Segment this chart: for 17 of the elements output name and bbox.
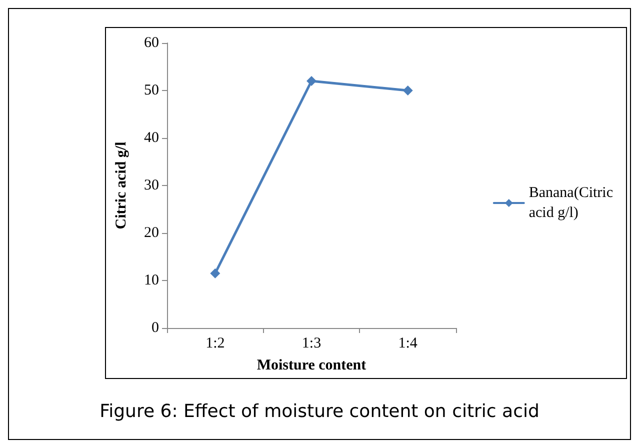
caption: Figure 6: Effect of moisture content on citric acid: [98, 401, 540, 422]
y-tick-label: 30: [144, 178, 159, 194]
y-tick-label: 50: [144, 82, 159, 98]
y-tick-label: 40: [144, 130, 159, 146]
y-tick-label: 0: [152, 320, 159, 336]
x-axis-title: Moisture content: [256, 358, 366, 374]
x-tick-label: 1:3: [302, 336, 322, 352]
y-tick-label: 10: [144, 272, 159, 288]
point: [402, 86, 413, 96]
x-tick-label: 1:2: [206, 336, 225, 352]
y-tick-label: 20: [144, 225, 159, 241]
x-tick-label: 1:4: [398, 336, 418, 352]
point: [210, 268, 220, 278]
y-tick-label: 60: [144, 35, 159, 51]
legend-label: Banana(Citric acid g/l): [528, 185, 614, 221]
point: [306, 76, 316, 86]
y-axis-title: Citric acid g/l: [114, 142, 130, 230]
